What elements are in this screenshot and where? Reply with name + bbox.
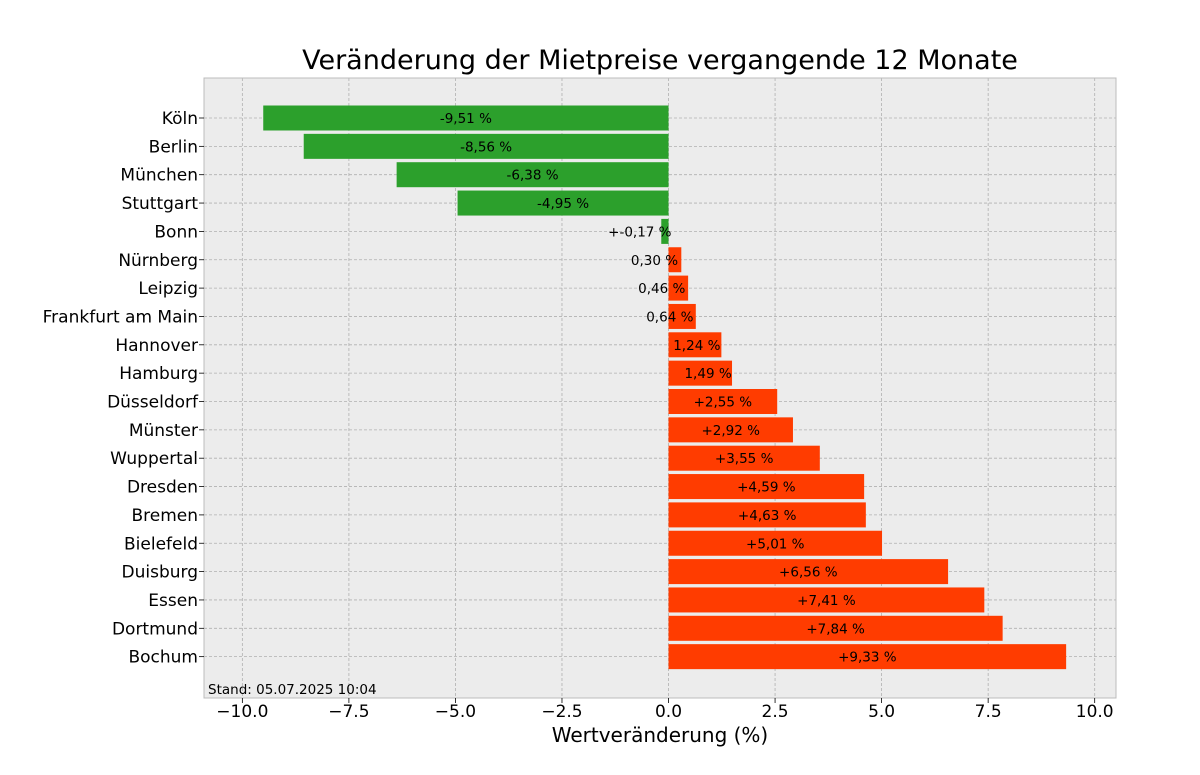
- x-axis-ticks: −10.0 −7.5 −5.0 −2.5 0.0 2.5 5.0 7.5 10.0: [216, 698, 1114, 722]
- bar-nürnberg: [668, 247, 682, 273]
- bar-essen: [668, 587, 985, 613]
- y-tick-label: Leipzig: [138, 279, 198, 299]
- bar-bonn: [661, 218, 669, 244]
- bar-stuttgart: [457, 190, 669, 216]
- data-label: +2,92 %: [701, 423, 760, 439]
- y-axis-ticks: Köln Berlin München Stuttgart Bonn Nürnberg Le…: [43, 109, 204, 668]
- data-label: -6,38 %: [507, 168, 559, 184]
- bar-bochum: [668, 644, 1067, 670]
- y-tick-label: Düsseldorf: [107, 393, 199, 413]
- x-tick-label: 7.5: [975, 702, 1002, 722]
- bar-wuppertal: [668, 445, 820, 471]
- y-tick-label: Bremen: [131, 506, 198, 526]
- data-label: -4,95 %: [537, 196, 589, 212]
- data-label: +3,55 %: [715, 451, 774, 467]
- y-tick-label: Wuppertal: [110, 449, 198, 469]
- x-tick-label: −5.0: [435, 702, 476, 722]
- bar-hamburg: [668, 360, 733, 386]
- x-tick-label: 10.0: [1076, 702, 1114, 722]
- data-label: +4,59 %: [737, 480, 796, 496]
- data-label: +9,33 %: [838, 650, 897, 666]
- bar-münster: [668, 417, 793, 443]
- y-tick-label: Hamburg: [119, 364, 198, 384]
- bar-bielefeld: [668, 530, 883, 556]
- bar-dortmund: [668, 615, 1003, 641]
- y-tick-label: Münster: [129, 421, 198, 441]
- data-label: +4,63 %: [738, 508, 797, 524]
- x-tick-label: 0.0: [655, 702, 682, 722]
- data-label: +-0,17 %: [608, 224, 672, 240]
- data-labels: -9,51 % -8,56 % -6,38 % -4,95 % +-0,17 % 0,30…: [440, 111, 897, 666]
- y-tick-label: Köln: [162, 109, 198, 129]
- bar-bremen: [668, 502, 866, 528]
- y-tick-label: Dresden: [127, 478, 198, 498]
- data-label: 1,24 %: [673, 338, 720, 354]
- y-tick-label: Dortmund: [112, 619, 198, 639]
- plot-frame: [203, 77, 1117, 699]
- y-tick-label: Essen: [148, 591, 198, 611]
- bar-dresden: [668, 474, 865, 500]
- y-tick-label: Duisburg: [122, 563, 199, 583]
- bar-düsseldorf: [668, 389, 778, 414]
- y-tick-label: Frankfurt am Main: [43, 307, 198, 327]
- y-tick-label: Bonn: [154, 222, 198, 242]
- bar-berlin: [303, 133, 669, 159]
- y-tick-label: Nürnberg: [118, 251, 198, 271]
- y-tick-label: München: [120, 166, 198, 186]
- bar-leipzig: [668, 275, 689, 301]
- bar-köln: [263, 105, 669, 131]
- data-label: 0,46 %: [638, 281, 685, 297]
- x-tick-label: −7.5: [328, 702, 369, 722]
- x-tick-label: −10.0: [216, 702, 268, 722]
- data-label: +7,41 %: [797, 593, 856, 609]
- bar-hannover: [668, 332, 722, 358]
- x-tick-label: 5.0: [868, 702, 895, 722]
- data-label: 0,64 %: [646, 309, 693, 325]
- data-label: +5,01 %: [746, 536, 805, 552]
- data-label: +7,84 %: [806, 621, 865, 637]
- data-label: 1,49 %: [684, 366, 731, 382]
- y-tick-label: Stuttgart: [122, 194, 199, 214]
- timestamp-note: Stand: 05.07.2025 10:04: [208, 682, 377, 698]
- data-label: -8,56 %: [460, 139, 512, 155]
- x-tick-label: 2.5: [762, 702, 789, 722]
- x-tick-label: −2.5: [541, 702, 582, 722]
- y-tick-label: Hannover: [115, 336, 198, 356]
- chart-title: Veränderung der Mietpreise vergangende 1…: [302, 45, 1018, 76]
- bars: [263, 105, 1067, 670]
- y-tick-label: Berlin: [149, 137, 198, 157]
- data-label: 0,30 %: [631, 253, 678, 269]
- bar-frankfurt-am-main: [668, 303, 696, 329]
- x-axis-label: Wertveränderung (%): [552, 723, 769, 747]
- data-label: +2,55 %: [694, 395, 753, 411]
- data-label: -9,51 %: [440, 111, 492, 127]
- y-tick-label: Bochum: [128, 648, 198, 668]
- bar-münchen: [396, 162, 669, 188]
- data-label: +6,56 %: [779, 565, 838, 581]
- bar-duisburg: [668, 559, 949, 585]
- y-tick-label: Bielefeld: [124, 534, 198, 554]
